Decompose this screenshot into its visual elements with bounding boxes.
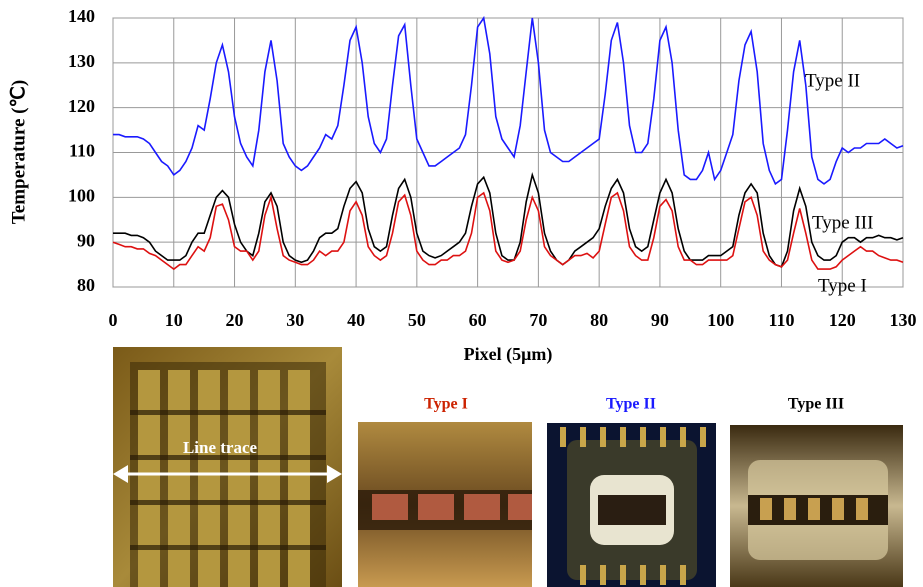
x-tick-label: 90 xyxy=(651,310,669,330)
x-tick-label: 120 xyxy=(829,310,856,330)
x-tick-label: 30 xyxy=(286,310,304,330)
series-line xyxy=(112,191,904,271)
photo-type-3 xyxy=(730,425,903,587)
photo-caption: Type I xyxy=(424,396,468,413)
photo-type-2 xyxy=(547,423,716,587)
x-tick-label: 50 xyxy=(408,310,426,330)
y-axis-title: Temperature (℃) xyxy=(8,80,29,224)
y-tick-label: 90 xyxy=(77,230,95,250)
x-tick-label: 10 xyxy=(165,310,183,330)
y-tick-label: 120 xyxy=(68,96,95,116)
series-label: Type III xyxy=(812,212,873,233)
x-tick-label: 20 xyxy=(226,310,244,330)
x-tick-label: 60 xyxy=(469,310,487,330)
y-tick-label: 130 xyxy=(68,51,95,71)
photo-caption: Type III xyxy=(788,396,844,413)
plot: 80 90 100 110 120 130 140 0 10 20 30 40 50 60 70 80 90 10… xyxy=(68,6,917,330)
series-label: Type II xyxy=(805,70,860,91)
x-tick-label: 80 xyxy=(590,310,608,330)
series-label: Type I xyxy=(818,275,867,296)
x-axis-title: Pixel (5μm) xyxy=(464,344,553,365)
photo-type-1 xyxy=(358,422,532,587)
x-tick-label: 70 xyxy=(529,310,547,330)
y-tick-label: 100 xyxy=(68,185,95,205)
x-tick-label: 100 xyxy=(707,310,734,330)
y-tick-label: 140 xyxy=(68,6,95,26)
x-tick-label: 130 xyxy=(890,310,917,330)
photo-columns xyxy=(138,370,310,587)
x-tick-label: 110 xyxy=(768,310,794,330)
series-line xyxy=(113,171,904,268)
photo-caption: Type II xyxy=(606,396,656,413)
photo-line-trace: Line trace xyxy=(113,347,342,587)
photo-bars xyxy=(130,410,326,550)
trace-label: Line trace xyxy=(183,438,258,457)
series-line xyxy=(113,15,904,186)
y-tick-label: 110 xyxy=(69,141,95,161)
x-tick-label: 0 xyxy=(109,310,118,330)
x-tick-label: 40 xyxy=(347,310,365,330)
y-tick-label: 80 xyxy=(77,275,95,295)
